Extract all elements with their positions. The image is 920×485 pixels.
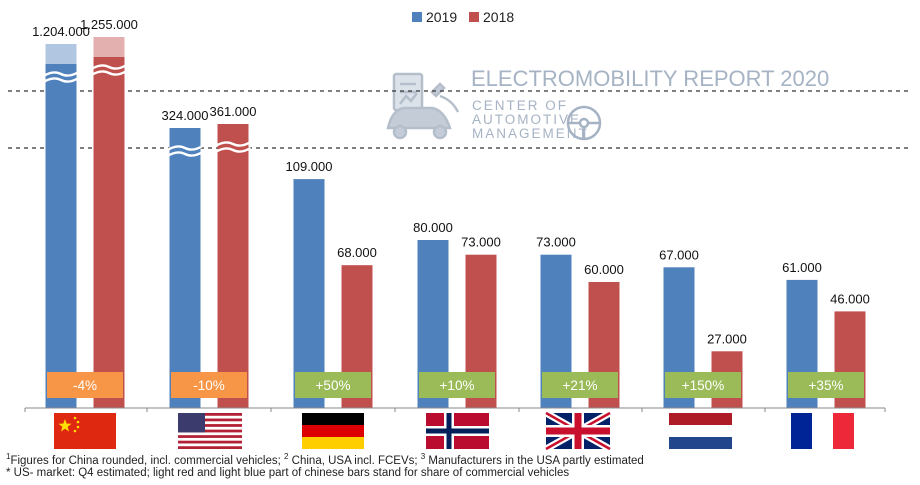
axis-break-mark-china-2018-1 xyxy=(90,69,128,77)
footnote-1a: Figures for China rounded, incl. commerc… xyxy=(10,454,285,467)
change-badges: -4% -10% +50% +10% +21% +150% +35% xyxy=(47,372,864,398)
value-label-china-2018: 1.255.000 xyxy=(80,17,138,32)
axis-break-mark-usa-2018-1 xyxy=(214,146,252,154)
value-label-germany-2019: 109.000 xyxy=(286,159,333,174)
flag-netherlands xyxy=(669,413,732,449)
bar-china-2018 xyxy=(93,57,125,408)
watermark-line2: AUTOMOTIVE xyxy=(472,112,581,127)
change-badge-norway xyxy=(419,372,495,398)
bar-germany-2019 xyxy=(293,179,325,408)
axis-break-mark-usa-2019-1 xyxy=(166,150,204,158)
change-badge-uk xyxy=(542,372,618,398)
value-label-norway-2018: 73.000 xyxy=(461,235,501,250)
watermark-title: ELECTROMOBILITY REPORT 2020 xyxy=(471,66,829,91)
value-label-netherlands-2018: 27.000 xyxy=(707,331,747,346)
footnote-1c: Manufacturers in the USA partly estimate… xyxy=(425,454,644,467)
axis-break-mark-usa-2019-0 xyxy=(166,144,204,152)
change-badge-china xyxy=(47,372,123,398)
change-label-norway: +10% xyxy=(440,378,475,393)
footnote-1b: China, USA incl. FCEVs; xyxy=(288,454,421,467)
footnote-line-1: 1Figures for China rounded, incl. commer… xyxy=(6,452,644,467)
legend: 2019 2018 xyxy=(412,9,514,25)
flag-france xyxy=(791,413,854,449)
watermark-line3: MANAGEMENT xyxy=(472,126,589,141)
watermark-line1: CENTER OF xyxy=(472,98,568,113)
flag-germany xyxy=(302,413,364,449)
value-label-netherlands-2019: 67.000 xyxy=(659,247,699,262)
steering-wheel-icon xyxy=(566,105,602,141)
change-badge-france xyxy=(788,372,864,398)
bar-commercial-china-2018 xyxy=(93,37,125,57)
value-label-france-2018: 46.000 xyxy=(830,291,870,306)
change-label-netherlands: +150% xyxy=(682,378,724,393)
watermark: ELECTROMOBILITY REPORT 2020 CENTER OF AU… xyxy=(386,66,829,141)
bar-commercial-china-2019 xyxy=(45,44,77,64)
flag-uk xyxy=(544,409,612,453)
axis-break-mark-china-2018-0 xyxy=(90,63,128,71)
change-label-uk: +21% xyxy=(563,378,598,393)
bar-china-2019 xyxy=(45,64,77,408)
flag-norway xyxy=(426,413,489,449)
legend-swatch-2018 xyxy=(469,12,479,22)
legend-label-2019: 2019 xyxy=(426,9,457,25)
car-charger-icon xyxy=(386,72,460,140)
legend-label-2018: 2018 xyxy=(483,9,514,25)
change-badge-usa xyxy=(171,372,247,398)
value-label-usa-2019: 324.000 xyxy=(162,108,209,123)
change-label-usa: -10% xyxy=(193,378,225,393)
value-label-germany-2018: 68.000 xyxy=(337,245,377,260)
change-label-germany: +50% xyxy=(316,378,351,393)
bar-usa-2019 xyxy=(169,128,201,408)
axis-break-mark-usa-2018-0 xyxy=(214,140,252,148)
axis-break-mark-china-2019-1 xyxy=(42,76,80,84)
x-axis-ticks xyxy=(24,408,886,412)
value-label-norway-2019: 80.000 xyxy=(413,220,453,235)
flag-china xyxy=(54,413,116,449)
change-badge-germany xyxy=(295,372,371,398)
change-label-france: +35% xyxy=(809,378,844,393)
footnote-sup-2: 2 xyxy=(284,452,289,461)
value-label-france-2019: 61.000 xyxy=(782,260,822,275)
axis-break-mark-china-2019-0 xyxy=(42,70,80,78)
bars xyxy=(42,37,866,408)
value-label-china-2019: 1.204.000 xyxy=(32,24,90,39)
footnote-sup-1: 1 xyxy=(6,452,11,461)
change-badge-netherlands xyxy=(665,372,741,398)
legend-swatch-2019 xyxy=(412,12,422,22)
value-label-uk-2018: 60.000 xyxy=(584,262,624,277)
footnote-line-2: * US- market: Q4 estimated; light red an… xyxy=(6,467,570,479)
footnote-sup-3: 3 xyxy=(420,452,426,461)
value-label-uk-2019: 73.000 xyxy=(536,235,576,250)
change-label-china: -4% xyxy=(73,378,97,393)
bar-usa-2018 xyxy=(217,124,249,408)
flag-usa xyxy=(178,413,242,449)
value-label-usa-2018: 361.000 xyxy=(210,104,257,119)
